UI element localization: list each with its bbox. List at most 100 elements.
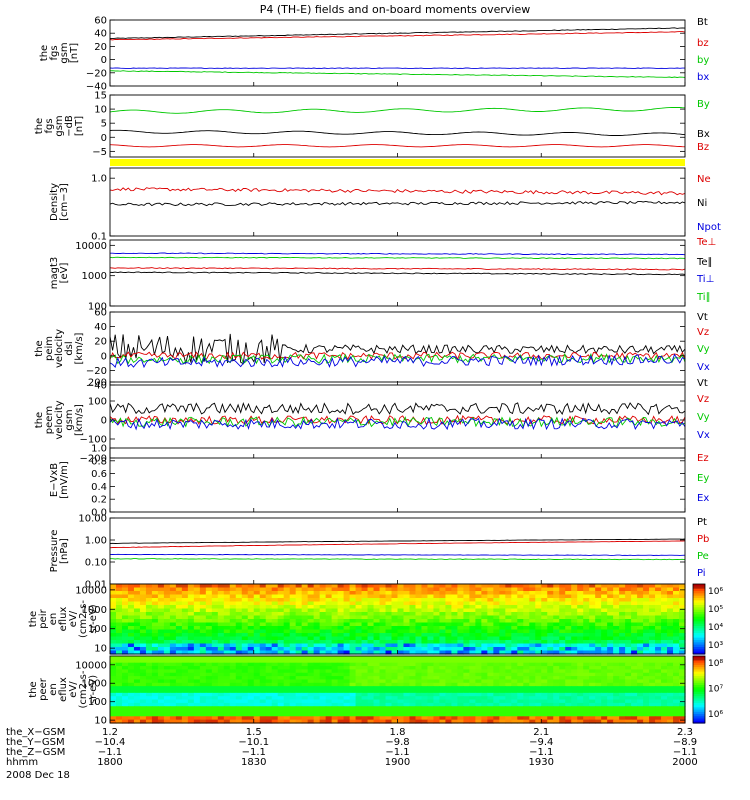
heat-cell bbox=[247, 696, 255, 701]
heat-cell bbox=[391, 679, 399, 684]
heat-cell bbox=[325, 594, 333, 599]
heat-cell bbox=[199, 669, 207, 674]
heat-cell bbox=[373, 643, 381, 648]
heat-cell bbox=[121, 594, 129, 599]
heat-cell bbox=[367, 689, 375, 694]
heat-cell bbox=[487, 622, 494, 627]
heat-cell bbox=[259, 619, 267, 624]
heat-cell bbox=[241, 650, 249, 655]
heat-cell bbox=[301, 626, 309, 631]
heat-cell bbox=[361, 612, 369, 617]
heat-cell bbox=[673, 702, 680, 707]
series-p6-green bbox=[109, 416, 686, 428]
heat-cell bbox=[547, 622, 554, 627]
heat-cell bbox=[265, 622, 273, 627]
heat-cell bbox=[325, 669, 333, 674]
heat-cell bbox=[403, 686, 411, 691]
heat-cell bbox=[199, 682, 207, 687]
heat-cell bbox=[493, 612, 500, 617]
heat-cell bbox=[475, 712, 482, 717]
ytick-label: −20 bbox=[86, 68, 107, 79]
heat-cell bbox=[601, 662, 608, 667]
heat-cell bbox=[589, 676, 596, 681]
heat-cell bbox=[565, 636, 572, 641]
heat-cell bbox=[445, 716, 453, 721]
heat-cell bbox=[427, 692, 435, 697]
heat-cell bbox=[151, 719, 159, 724]
heat-cell bbox=[391, 706, 399, 711]
heat-cell bbox=[283, 587, 291, 592]
heat-cell bbox=[145, 702, 153, 707]
heat-cell bbox=[253, 615, 261, 620]
heat-cell bbox=[259, 696, 267, 701]
heat-cell bbox=[637, 699, 644, 704]
heat-cell bbox=[589, 709, 596, 714]
heat-cell bbox=[667, 676, 674, 681]
heat-cell bbox=[523, 622, 530, 627]
heat-cell bbox=[145, 676, 153, 681]
heat-cell bbox=[121, 702, 129, 707]
heat-cell bbox=[631, 643, 638, 648]
ytick-label: 10 bbox=[94, 716, 107, 727]
heat-cell bbox=[241, 716, 249, 721]
heat-cell bbox=[313, 601, 321, 606]
heat-cell bbox=[289, 672, 297, 677]
heat-cell bbox=[187, 699, 195, 704]
heat-cell bbox=[391, 636, 399, 641]
heat-cell bbox=[487, 712, 494, 717]
heat-cell bbox=[295, 696, 303, 701]
heat-cell bbox=[469, 659, 476, 664]
heat-cell bbox=[397, 659, 405, 664]
heat-cell bbox=[343, 716, 351, 721]
heat-cell bbox=[433, 719, 441, 724]
heat-cell bbox=[343, 591, 351, 596]
heat-cell bbox=[265, 636, 273, 641]
heat-cell bbox=[175, 633, 183, 638]
heat-cell bbox=[433, 679, 441, 684]
heat-cell bbox=[361, 636, 369, 641]
heat-cell bbox=[625, 584, 632, 589]
heat-cell bbox=[217, 594, 225, 599]
ylabel-p5-4: [km/s] bbox=[74, 332, 85, 364]
heat-cell bbox=[169, 676, 177, 681]
date-label: 2008 Dec 18 bbox=[6, 770, 70, 781]
heat-cell bbox=[643, 640, 650, 645]
series-p6-blue bbox=[109, 416, 686, 431]
heat-cell bbox=[331, 598, 339, 603]
heat-cell bbox=[223, 598, 231, 603]
heat-cell bbox=[655, 615, 662, 620]
heat-cell bbox=[343, 712, 351, 717]
heat-cell bbox=[301, 706, 309, 711]
legend-p7-1: Ey bbox=[697, 473, 709, 484]
heat-cell bbox=[379, 672, 387, 677]
heat-cell bbox=[193, 598, 201, 603]
heat-cell bbox=[451, 719, 458, 724]
heat-cell bbox=[493, 605, 500, 610]
heat-cell bbox=[241, 679, 249, 684]
heat-cell bbox=[301, 633, 309, 638]
heat-cell bbox=[145, 650, 153, 655]
heat-cell bbox=[541, 594, 548, 599]
heat-cell bbox=[139, 719, 147, 724]
heat-cell bbox=[193, 605, 201, 610]
heat-cell bbox=[541, 656, 548, 660]
heat-cell bbox=[679, 584, 686, 589]
heat-cell bbox=[313, 676, 321, 681]
heat-cell bbox=[283, 716, 291, 721]
colorbar-swatch bbox=[693, 651, 705, 655]
heat-cell bbox=[625, 626, 632, 631]
heat-cell bbox=[319, 601, 327, 606]
heat-cell bbox=[667, 656, 674, 660]
heat-cell bbox=[169, 656, 177, 660]
heat-cell bbox=[475, 682, 482, 687]
heat-cell bbox=[319, 640, 327, 645]
heat-cell bbox=[337, 591, 345, 596]
heat-cell bbox=[151, 622, 159, 627]
heat-cell bbox=[385, 612, 393, 617]
heat-cell bbox=[175, 619, 183, 624]
heat-cell bbox=[535, 608, 542, 613]
colorbar-swatch bbox=[693, 682, 705, 686]
heat-cell bbox=[433, 709, 441, 714]
heat-cell bbox=[235, 672, 243, 677]
heat-cell bbox=[505, 682, 512, 687]
